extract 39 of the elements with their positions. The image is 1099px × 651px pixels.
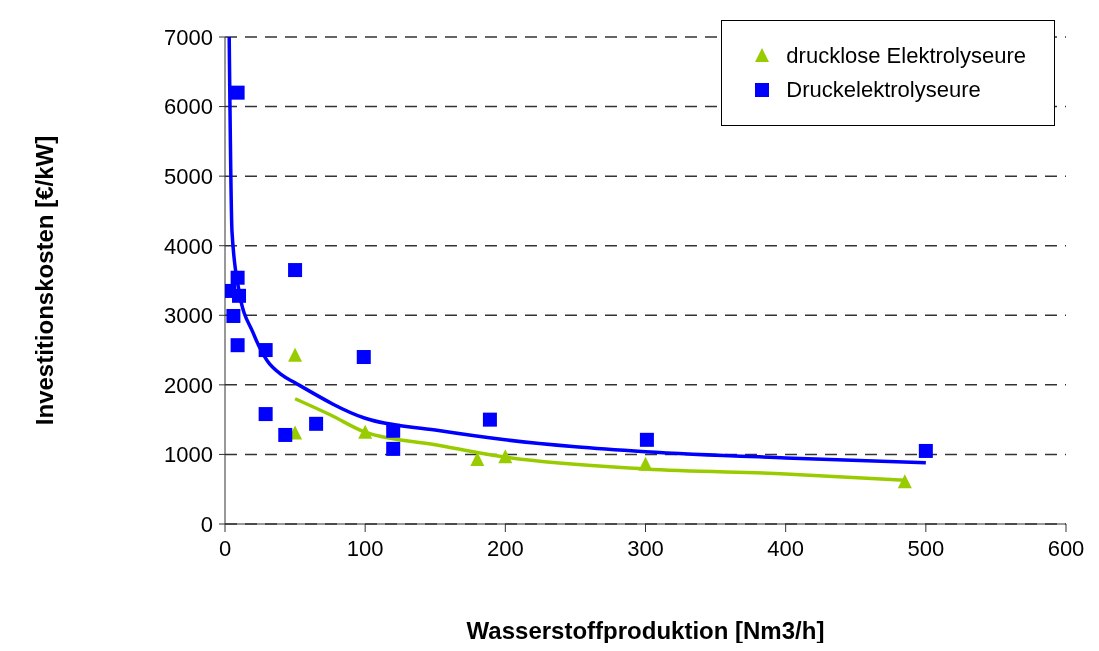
point [226, 308, 241, 323]
point [258, 343, 273, 358]
point [288, 347, 303, 362]
point [386, 423, 401, 438]
point [230, 85, 245, 100]
point [258, 407, 273, 422]
y-tick-label: 1000 [164, 442, 213, 468]
x-tick-label: 200 [486, 535, 524, 561]
point [278, 427, 293, 442]
y-tick-label: 3000 [164, 303, 213, 329]
point [386, 441, 401, 456]
x-tick-label: 600 [1047, 535, 1085, 561]
legend-label: Druckelektrolyseure [786, 77, 981, 103]
point [230, 270, 245, 285]
x-tick-label: 100 [346, 535, 384, 561]
x-tick-label: 300 [627, 535, 664, 561]
point [498, 449, 513, 464]
legend-label: drucklose Elektrolyseure [786, 43, 1026, 69]
point [230, 338, 245, 353]
y-tick-label: 7000 [164, 24, 213, 50]
x-tick-label: 500 [907, 535, 945, 561]
x-tick-label: 0 [218, 535, 232, 561]
point [918, 443, 933, 458]
point [288, 263, 303, 278]
point [482, 412, 497, 427]
point [638, 456, 653, 471]
y-tick-label: 0 [200, 511, 213, 537]
y-tick-label: 2000 [164, 372, 213, 398]
y-tick-label: 6000 [164, 94, 213, 120]
point [897, 474, 912, 489]
point [358, 424, 373, 439]
point [309, 416, 324, 431]
y-tick-label: 5000 [164, 163, 213, 189]
x-tick-label: 400 [767, 535, 805, 561]
y-tick-label: 4000 [164, 233, 213, 259]
point [356, 350, 371, 365]
y-axis-title: Investitionskosten [€/kW] [30, 135, 58, 426]
point [639, 432, 654, 447]
point [232, 288, 247, 303]
